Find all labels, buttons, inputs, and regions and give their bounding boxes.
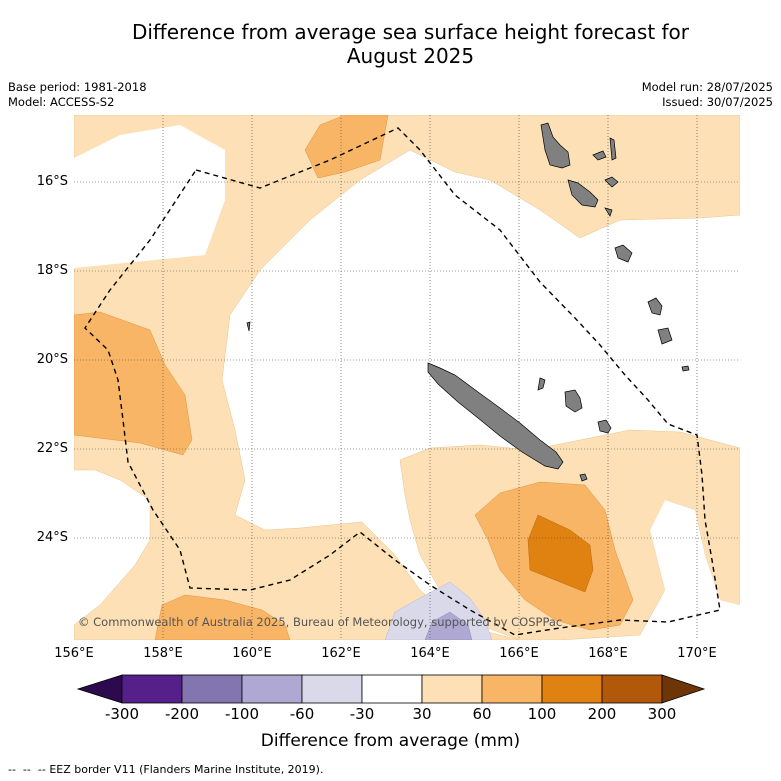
colorbar-tick: 30 — [412, 705, 432, 723]
island-pentecost — [609, 137, 617, 161]
colorbar-seg-9 — [601, 674, 663, 704]
colorbar-tick: 100 — [527, 705, 557, 723]
island-epi — [604, 207, 613, 217]
contour-neutral-southeast — [640, 500, 740, 640]
colorbar-seg-6 — [421, 674, 483, 704]
colorbar-seg-4 — [301, 674, 363, 704]
contour-30-60-north — [74, 115, 740, 640]
meta-left: Base period: 1981-2018 Model: ACCESS-S2 — [8, 80, 147, 110]
chart-title: Difference from average sea surface heig… — [40, 20, 781, 68]
lon-label-156e: 156°E — [54, 646, 94, 661]
copyright-notice: © Commonwealth of Australia 2025, Bureau… — [78, 615, 563, 629]
title-line-2: August 2025 — [346, 44, 475, 68]
colorbar-tick: -60 — [289, 705, 315, 723]
colorbar-extend-low — [76, 674, 123, 704]
island-maewo — [592, 150, 607, 161]
contour-60-100-south — [154, 594, 291, 640]
eez-border — [84, 127, 721, 636]
colorbar-tick: -300 — [104, 705, 140, 723]
lon-label-158e: 158°E — [143, 646, 183, 661]
island-ouvea — [537, 377, 546, 391]
colorbar-title: Difference from average (mm) — [260, 731, 521, 751]
island-pines — [579, 473, 588, 482]
colorbar-tick: -30 — [349, 705, 375, 723]
model-run: Model run: 28/07/2025 — [641, 80, 773, 94]
eez-legend: -- -- -- EEZ border V11 (Flanders Marine… — [8, 763, 323, 776]
island-grande-terre — [427, 362, 564, 470]
island-aneityum — [681, 365, 690, 372]
lon-label-164e: 164°E — [410, 646, 450, 661]
lat-label-20s: 20°S — [36, 352, 68, 367]
colorbar-seg-3 — [241, 674, 303, 704]
colorbar-seg-1 — [121, 674, 183, 704]
island-erromango — [647, 297, 663, 316]
island-ambrym — [604, 176, 619, 188]
title-line-1: Difference from average sea surface heig… — [131, 20, 690, 44]
colorbar-tick: -100 — [224, 705, 260, 723]
colorbar-tick: 200 — [587, 705, 617, 723]
lon-label-168e: 168°E — [588, 646, 628, 661]
colorbar — [76, 674, 706, 704]
model-name: Model: ACCESS-S2 — [8, 95, 115, 109]
lon-label-166e: 166°E — [499, 646, 539, 661]
colorbar-seg-5 — [361, 674, 423, 704]
map-area — [74, 115, 740, 640]
island-mare — [597, 419, 612, 434]
issued-date: Issued: 30/07/2025 — [662, 95, 773, 109]
lat-label-18s: 18°S — [36, 263, 68, 278]
land — [246, 122, 690, 482]
contour-neutral-northwest — [74, 125, 225, 268]
colorbar-tick: 300 — [647, 705, 677, 723]
colorbar-seg-7 — [481, 674, 543, 704]
contour-60-100-west — [74, 311, 193, 456]
contour-100-200-core — [527, 514, 594, 593]
lat-label-22s: 22°S — [36, 441, 68, 456]
island-espiritu-santo — [540, 122, 571, 169]
gridlines — [74, 115, 740, 640]
colorbar-seg-8 — [541, 674, 603, 704]
colorbar-extend-high — [661, 674, 706, 704]
island-lifou — [564, 389, 583, 413]
lat-label-24s: 24°S — [36, 530, 68, 545]
lon-label-160e: 160°E — [232, 646, 272, 661]
contour-neg-60-100 — [424, 611, 473, 640]
meta-right: Model run: 28/07/2025 Issued: 30/07/2025 — [642, 80, 773, 110]
lat-label-16s: 16°S — [36, 174, 68, 189]
eez-legend-line-icon: -- -- -- — [8, 763, 46, 776]
colorbar-tick: -200 — [164, 705, 200, 723]
colorbar-tick: 60 — [472, 705, 492, 723]
lon-label-162e: 162°E — [321, 646, 361, 661]
island-malekula — [567, 179, 599, 208]
colorbar-seg-2 — [181, 674, 243, 704]
base-period: Base period: 1981-2018 — [8, 80, 147, 94]
island-small-west — [246, 321, 251, 332]
eez-legend-text: EEZ border V11 (Flanders Marine Institut… — [49, 763, 324, 776]
island-efate — [614, 244, 633, 263]
lon-label-170e: 170°E — [677, 646, 717, 661]
island-tanna — [657, 327, 673, 345]
